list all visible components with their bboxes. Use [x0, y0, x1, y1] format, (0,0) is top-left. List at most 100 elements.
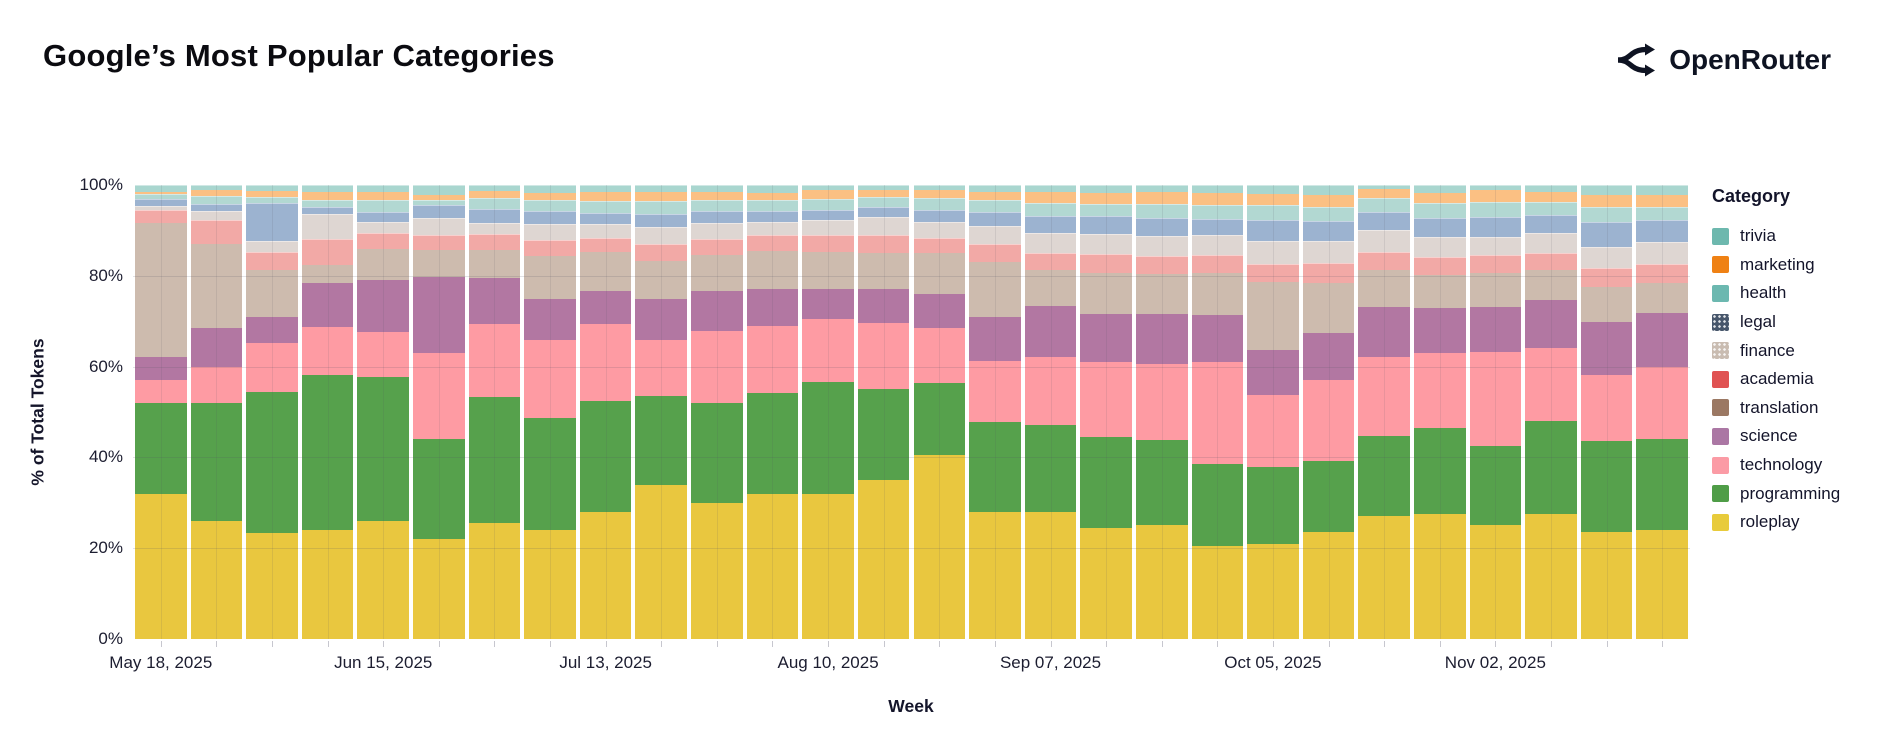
bar-segment-legal[interactable] [190, 204, 243, 211]
bar-segment-technology[interactable] [579, 324, 632, 401]
bar-segment-roleplay[interactable] [190, 520, 243, 639]
bar-segment-marketing[interactable] [969, 191, 1021, 201]
bar-segment-legal[interactable] [246, 203, 298, 242]
week-bar[interactable] [524, 185, 576, 639]
bar-segment-finance[interactable] [357, 221, 410, 234]
bar-segment-trivia[interactable] [802, 185, 854, 190]
bar-segment-technology[interactable] [1580, 375, 1633, 442]
bar-segment-roleplay[interactable] [1191, 545, 1244, 639]
bar-segment-trivia[interactable] [1024, 185, 1077, 192]
bar-segment-translation[interactable] [301, 265, 354, 283]
week-bar[interactable] [579, 185, 632, 639]
bar-segment-translation[interactable] [524, 256, 576, 299]
week-bar[interactable] [1024, 185, 1077, 639]
bar-segment-legal[interactable] [1636, 219, 1688, 242]
bar-segment-marketing[interactable] [1580, 194, 1633, 207]
week-bar[interactable] [857, 185, 910, 639]
bar-segment-academia[interactable] [1302, 263, 1355, 283]
bar-segment-finance[interactable] [1525, 233, 1577, 254]
bar-segment-marketing[interactable] [413, 195, 465, 200]
bar-segment-health[interactable] [1191, 205, 1244, 220]
bar-segment-science[interactable] [635, 298, 688, 340]
bar-segment-trivia[interactable] [246, 185, 298, 191]
bar-segment-legal[interactable] [413, 204, 465, 219]
week-bar[interactable] [913, 185, 966, 639]
bar-segment-trivia[interactable] [1302, 185, 1355, 195]
bar-segment-programming[interactable] [857, 389, 910, 481]
bar-segment-legal[interactable] [468, 209, 521, 224]
bar-segment-finance[interactable] [857, 216, 910, 235]
bar-segment-marketing[interactable] [635, 192, 688, 201]
bar-segment-marketing[interactable] [1413, 192, 1466, 204]
bar-segment-academia[interactable] [635, 243, 688, 261]
bar-segment-legal[interactable] [1525, 214, 1577, 234]
bar-segment-marketing[interactable] [579, 192, 632, 201]
bar-segment-science[interactable] [1358, 306, 1410, 357]
bar-segment-trivia[interactable] [413, 185, 465, 196]
bar-segment-technology[interactable] [413, 352, 465, 440]
bar-segment-health[interactable] [1580, 206, 1633, 222]
week-bar[interactable] [635, 185, 688, 639]
bar-segment-health[interactable] [246, 196, 298, 204]
bar-segment-finance[interactable] [1469, 236, 1522, 255]
bar-segment-technology[interactable] [691, 330, 743, 403]
bar-segment-programming[interactable] [1580, 441, 1633, 533]
bar-segment-technology[interactable] [246, 343, 298, 392]
bar-segment-health[interactable] [468, 197, 521, 210]
week-bar[interactable] [246, 185, 298, 639]
bar-segment-translation[interactable] [1413, 274, 1466, 309]
week-bar[interactable] [1580, 185, 1633, 639]
bar-segment-marketing[interactable] [1024, 191, 1077, 204]
bar-segment-academia[interactable] [1469, 254, 1522, 274]
bar-segment-programming[interactable] [802, 382, 854, 494]
bar-segment-programming[interactable] [1024, 425, 1077, 512]
bar-segment-finance[interactable] [1024, 233, 1077, 254]
legend-item-programming[interactable]: programming [1712, 479, 1872, 508]
bar-segment-trivia[interactable] [1525, 185, 1577, 192]
bar-segment-technology[interactable] [802, 319, 854, 383]
bar-segment-roleplay[interactable] [1024, 511, 1077, 639]
bar-segment-programming[interactable] [1636, 439, 1688, 530]
bar-segment-translation[interactable] [746, 251, 799, 289]
bar-segment-academia[interactable] [579, 238, 632, 252]
bar-segment-marketing[interactable] [913, 189, 966, 199]
bar-segment-science[interactable] [524, 298, 576, 340]
bar-segment-trivia[interactable] [1135, 185, 1188, 192]
bar-segment-technology[interactable] [635, 339, 688, 397]
bar-segment-translation[interactable] [357, 248, 410, 280]
bar-segment-technology[interactable] [357, 331, 410, 377]
bar-segment-finance[interactable] [1358, 229, 1410, 252]
bar-segment-legal[interactable] [635, 214, 688, 228]
bar-segment-marketing[interactable] [1636, 194, 1688, 207]
bar-segment-technology[interactable] [190, 366, 243, 403]
bar-segment-translation[interactable] [1580, 286, 1633, 322]
bar-segment-programming[interactable] [746, 392, 799, 494]
bar-segment-translation[interactable] [1247, 281, 1299, 350]
bar-segment-health[interactable] [1302, 206, 1355, 222]
bar-segment-translation[interactable] [1525, 269, 1577, 300]
legend-item-health[interactable]: health [1712, 279, 1872, 308]
bar-segment-science[interactable] [1525, 299, 1577, 349]
bar-segment-technology[interactable] [301, 326, 354, 376]
bar-segment-marketing[interactable] [524, 192, 576, 200]
bar-segment-translation[interactable] [857, 253, 910, 290]
bar-segment-science[interactable] [969, 317, 1021, 362]
bar-segment-academia[interactable] [301, 238, 354, 266]
bar-segment-finance[interactable] [746, 221, 799, 235]
bar-segment-marketing[interactable] [691, 191, 743, 200]
bar-segment-science[interactable] [301, 282, 354, 327]
bar-segment-technology[interactable] [1135, 363, 1188, 441]
bar-segment-academia[interactable] [1135, 255, 1188, 275]
bar-segment-programming[interactable] [413, 439, 465, 540]
bar-segment-academia[interactable] [413, 234, 465, 250]
bar-segment-academia[interactable] [1024, 253, 1077, 270]
week-bar[interactable] [135, 185, 187, 639]
bar-segment-legal[interactable] [969, 212, 1021, 226]
bar-segment-translation[interactable] [1024, 269, 1077, 307]
bar-segment-roleplay[interactable] [468, 523, 521, 639]
bar-segment-translation[interactable] [579, 251, 632, 291]
bar-segment-health[interactable] [969, 200, 1021, 213]
bar-segment-science[interactable] [802, 289, 854, 320]
bar-segment-health[interactable] [579, 200, 632, 213]
bar-segment-finance[interactable] [1302, 241, 1355, 264]
